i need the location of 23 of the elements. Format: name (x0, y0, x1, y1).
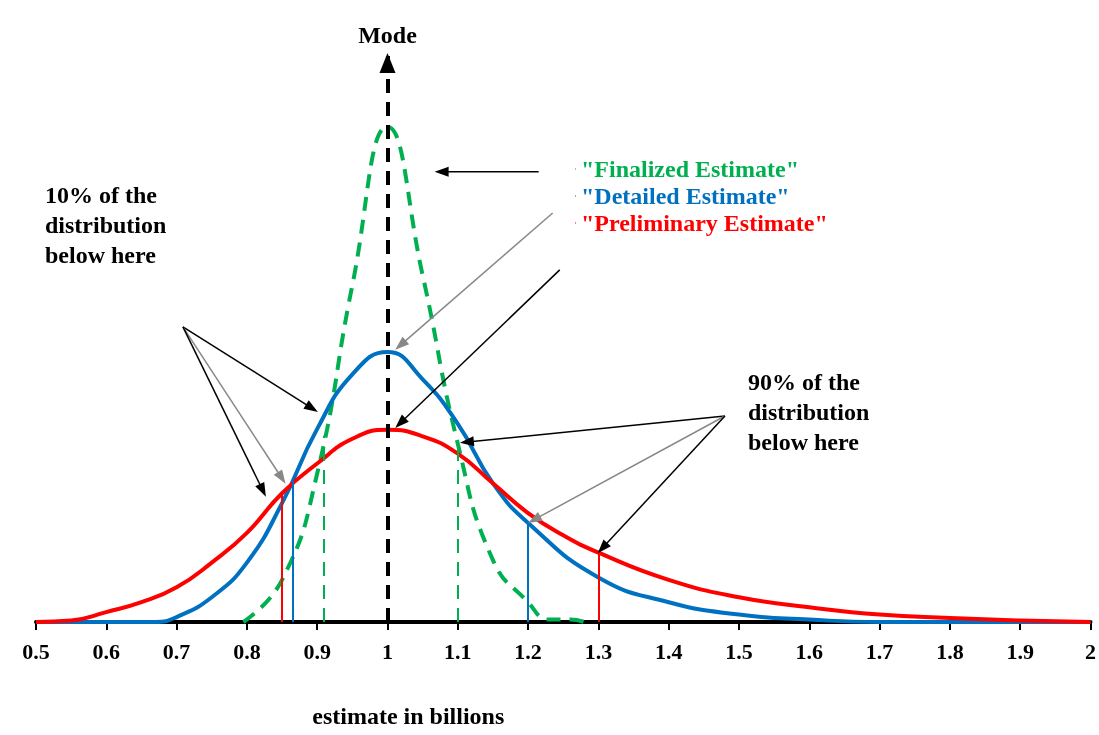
legend-label: "Finalized Estimate" (581, 156, 799, 182)
x-tick-label: 0.8 (233, 638, 261, 664)
annotation: 10% of the distribution below here (45, 182, 173, 268)
x-tick-label: 1.3 (584, 638, 613, 664)
x-tick-label: 1.2 (514, 638, 542, 664)
annotation: 90% of the distribution below here (748, 369, 876, 455)
x-tick-label: 0.5 (22, 638, 50, 664)
x-tick-label: 0.6 (92, 638, 121, 664)
x-tick-label: 0.7 (162, 638, 191, 664)
x-axis-title: estimate in billions (312, 703, 505, 729)
x-tick-label: 1.5 (725, 638, 753, 664)
x-tick-label: 1.8 (936, 638, 964, 664)
x-tick-label: 0.9 (303, 638, 331, 664)
ref-line-label: Mode (358, 22, 418, 48)
x-tick-label: 1.9 (1006, 638, 1034, 664)
x-tick-label: 1 (382, 638, 393, 664)
legend-label: "Detailed Estimate" (581, 183, 790, 209)
x-tick-label: 1.7 (865, 638, 894, 664)
x-tick-label: 1.1 (444, 638, 472, 664)
x-tick-label: 1.4 (654, 638, 683, 664)
x-tick-label: 2 (1085, 638, 1096, 664)
legend-label: "Preliminary Estimate" (581, 210, 828, 236)
x-tick-label: 1.6 (795, 638, 824, 664)
